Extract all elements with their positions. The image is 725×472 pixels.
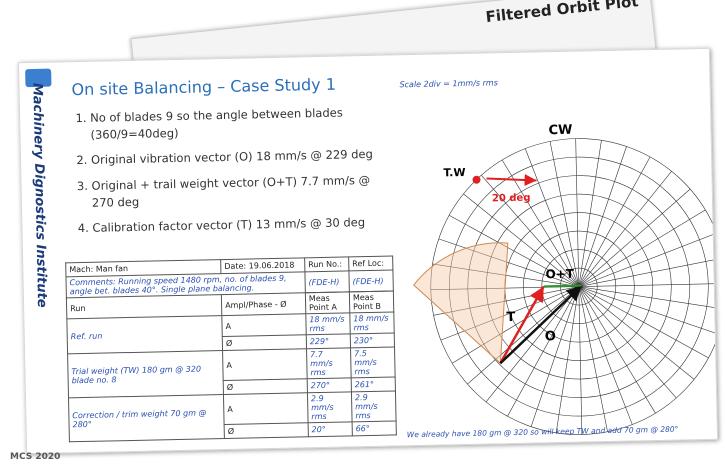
list-item: Original + trail weight vector (O+T) 7.7…	[91, 172, 382, 211]
list-item: Calibration factor vector (T) 13 mm/s @ …	[92, 214, 382, 237]
grid-spoke	[505, 287, 582, 417]
amplitude-cell: 18 mm/s rms	[306, 313, 350, 335]
slide: Machinery Dignostics Institute On site B…	[18, 48, 718, 454]
list-item: Original vibration vector (O) 18 mm/s @ …	[91, 146, 381, 169]
amplitude-cell: A	[223, 349, 307, 381]
org-name: Machinery Dignostics Institute	[29, 83, 49, 308]
sidebar: Machinery Dignostics Institute	[21, 72, 65, 433]
phase-cell: Ø	[224, 423, 308, 439]
grid-spoke	[579, 285, 676, 400]
tw-label: T.W	[443, 166, 465, 179]
cw-label: CW	[548, 123, 572, 138]
grid-spoke	[579, 286, 633, 426]
info-cell: Ref Loc:	[349, 256, 393, 271]
background-title: Filtered Orbit Plot	[485, 0, 639, 26]
o-label: O	[545, 329, 556, 344]
scale-note: Scale 2div = 1mm/s rms	[399, 78, 497, 89]
ot-label: O+T	[545, 267, 575, 282]
grid-spoke	[579, 285, 656, 415]
t-label: T	[506, 310, 515, 325]
slide-title: On site Balancing – Case Study 1	[71, 75, 336, 100]
phase-cell: 229°	[306, 334, 350, 349]
plot-note: We already have 180 gm @ 320 so will kee…	[407, 425, 679, 440]
polar-plot: Scale 2div = 1mm/s rms CW T.W 20 deg O+T…	[389, 69, 717, 446]
amplitude-cell: 7.7 mm/s rms	[306, 348, 351, 379]
angle-arrow	[487, 177, 537, 181]
amplitude-cell: 2.9 mm/s rms	[351, 391, 396, 422]
grid-spoke	[576, 171, 673, 286]
location-cell: (FDE-H)	[305, 271, 349, 293]
run-cell: Correction / trim weight 70 gm @ 280°	[69, 395, 225, 442]
bullet-list: No of blades 9 so the angle between blad…	[68, 104, 383, 247]
amplitude-cell: A	[224, 393, 308, 425]
header-cell: Ampl/Phase - Ø	[221, 293, 305, 316]
list-item: No of blades 9 so the angle between blad…	[90, 104, 381, 143]
grid-spoke	[579, 283, 717, 286]
grid-spoke	[577, 189, 692, 286]
info-cell: Run No.:	[305, 257, 349, 272]
grid-spoke	[579, 284, 694, 381]
phase-cell: 261°	[351, 377, 395, 392]
amplitude-cell: A	[222, 314, 306, 337]
grid-spoke	[579, 284, 709, 361]
grid-spoke	[579, 286, 608, 432]
grid-spoke	[578, 258, 717, 287]
grid-spoke	[576, 157, 653, 287]
phase-cell: 270°	[307, 378, 351, 393]
page: { "background_slide": {"title": "Filtere…	[0, 0, 725, 472]
protractor	[413, 243, 511, 365]
grid-spoke	[550, 141, 579, 287]
footer: MCS 2020	[10, 452, 60, 462]
amplitude-cell: 18 mm/s rms	[350, 312, 394, 334]
run-cell: Trial weight (TW) 180 gm @ 320 blade no.…	[68, 351, 224, 398]
amplitude-cell: 7.5 mm/s rms	[350, 347, 395, 378]
header-cell: Meas Point B	[349, 291, 393, 313]
grid-spoke	[576, 140, 605, 286]
header-cell: Meas Point A	[305, 292, 349, 314]
location-cell: (FDE-H)	[349, 270, 393, 292]
vector-ot	[544, 286, 582, 287]
amplitude-cell: 2.9 mm/s rms	[307, 392, 352, 423]
angle-label: 20 deg	[492, 193, 531, 205]
grid-spoke	[578, 233, 717, 287]
run-cell: Ref. run	[67, 316, 223, 354]
grid-spoke	[577, 210, 707, 287]
phase-cell: 20°	[308, 422, 352, 437]
phase-cell: 66°	[352, 421, 396, 436]
phase-cell: 230°	[350, 333, 394, 348]
